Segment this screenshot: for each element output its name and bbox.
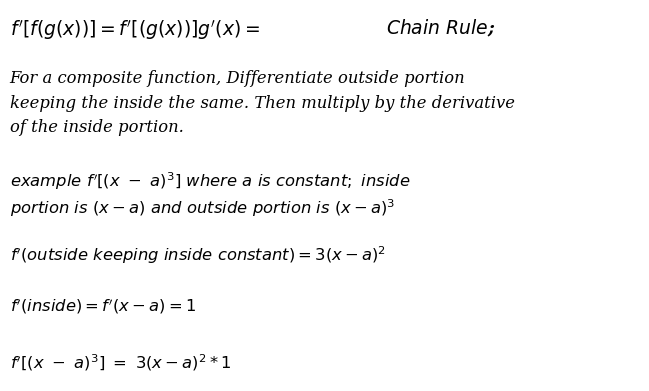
Text: $example\ f'[(x\ -\ a)^3]\ where\ a\ is\ constant;\ inside$: $example\ f'[(x\ -\ a)^3]\ where\ a\ is\… [10, 170, 410, 192]
Text: $f'(inside) = f'(x-a) = 1$: $f'(inside) = f'(x-a) = 1$ [10, 297, 196, 316]
Text: $f'[f(g(x))] = f'[(g(x))]g'(x) = $: $f'[f(g(x))] = f'[(g(x))]g'(x) = $ [10, 18, 260, 41]
Text: $\mathbf{\mathit{Chain\ Rule}}$;: $\mathbf{\mathit{Chain\ Rule}}$; [386, 18, 496, 39]
Text: For a composite function, Differentiate outside portion
keeping the inside the s: For a composite function, Differentiate … [10, 70, 515, 136]
Text: $f'[(x\ -\ a)^3]\ =\ 3(x-a)^2 * 1$: $f'[(x\ -\ a)^3]\ =\ 3(x-a)^2 * 1$ [10, 352, 231, 373]
Text: $portion\ is\ (x-a)\ and\ outside\ portion\ is\ (x-a)^3$: $portion\ is\ (x-a)\ and\ outside\ porti… [10, 197, 395, 219]
Text: $f'(outside\ keeping\ inside\ constant) = 3(x-a)^2$: $f'(outside\ keeping\ inside\ constant) … [10, 244, 386, 266]
